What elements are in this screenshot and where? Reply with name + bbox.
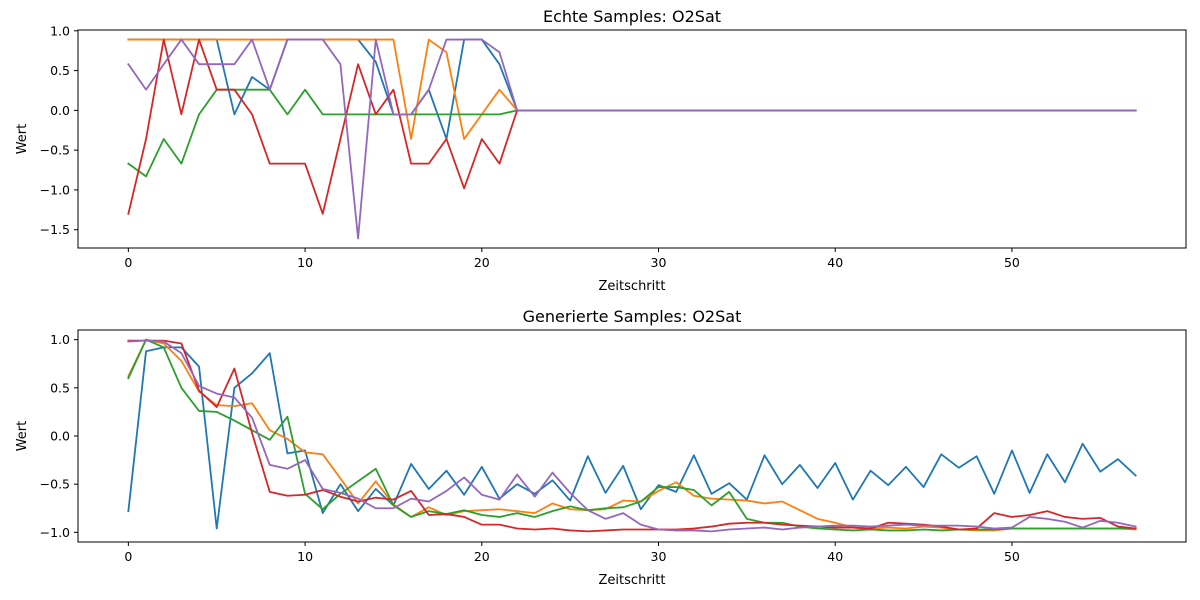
series-line-2	[127, 38, 1137, 140]
x-tick-label: 30	[651, 549, 667, 564]
plot-frame	[77, 29, 1187, 249]
y-tick-label: −1.0	[40, 525, 70, 540]
y-tick-label: −1.5	[40, 222, 70, 237]
plot-frame	[77, 329, 1187, 543]
chart-title: Generierte Samples: O2Sat	[523, 307, 742, 326]
x-tick-label: 30	[651, 255, 667, 270]
y-axis-label: Wert	[15, 124, 30, 155]
y-tick-label: 1.0	[50, 23, 70, 38]
x-tick-label: 20	[474, 255, 490, 270]
series-line-1	[127, 38, 1137, 140]
series-group	[127, 338, 1137, 533]
y-tick-label: 0.0	[50, 429, 70, 444]
x-tick-label: 10	[297, 549, 313, 564]
series-line-4	[127, 339, 1137, 533]
x-tick-label: 40	[827, 255, 843, 270]
x-tick-label: 0	[124, 255, 132, 270]
y-axis-label: Wert	[15, 421, 30, 452]
series-line-2	[127, 338, 1137, 532]
y-tick-label: 1.0	[50, 332, 70, 347]
chart-title: Echte Samples: O2Sat	[543, 7, 721, 26]
series-group	[127, 38, 1137, 240]
x-tick-label: 50	[1004, 255, 1020, 270]
y-tick-label: 0.5	[50, 380, 70, 395]
y-tick-label: 0.0	[50, 103, 70, 118]
y-tick-label: 0.5	[50, 63, 70, 78]
series-line-4	[127, 38, 1137, 215]
y-tick-label: −1.0	[40, 182, 70, 197]
chart-2: 0 10 20 30 40 50 −1.0 −0.5 0.0 0.5 1.0 Generierte S…	[15, 307, 1187, 588]
series-line-5	[127, 339, 1137, 533]
x-tick-label: 0	[124, 549, 132, 564]
x-tick-label: 20	[474, 549, 490, 564]
chart-1: 0 10 20 30 40 50 −1.5 −1.0 −0.5 0.0 0.5 1.0 Echte Sa…	[15, 7, 1187, 294]
y-tick-label: −0.5	[40, 477, 70, 492]
y-tick-label: −0.5	[40, 143, 70, 158]
x-tick-label: 40	[827, 549, 843, 564]
x-axis-label: Zeitschritt	[599, 279, 666, 294]
series-line-5	[127, 38, 1137, 240]
x-tick-label: 10	[297, 255, 313, 270]
x-tick-label: 50	[1004, 549, 1020, 564]
x-axis-label: Zeitschritt	[599, 573, 666, 588]
